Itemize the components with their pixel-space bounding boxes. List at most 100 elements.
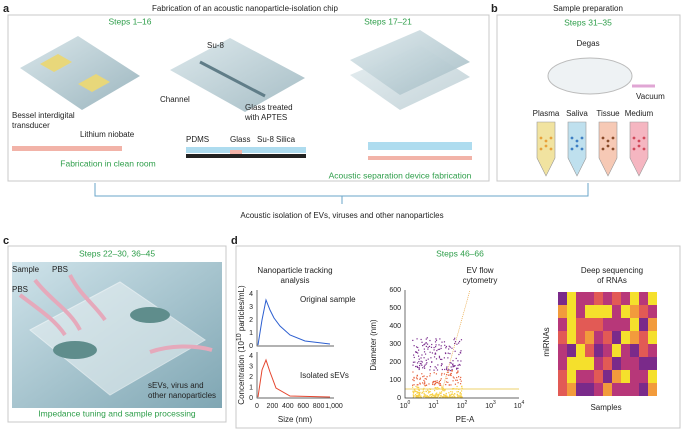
- dot: [424, 382, 426, 384]
- y-axis-label: miRNAs: [542, 327, 551, 356]
- heat-cell: [576, 344, 585, 357]
- dot: [459, 378, 461, 380]
- dot: [439, 358, 442, 360]
- particle: [606, 139, 610, 143]
- particle: [601, 136, 605, 140]
- dot: [450, 391, 452, 393]
- dot: [434, 380, 437, 382]
- dot: [459, 395, 461, 397]
- sample-label: Plasma: [533, 109, 560, 118]
- heat-cell: [567, 370, 576, 383]
- dot: [420, 338, 422, 341]
- dot: [424, 367, 426, 369]
- particle: [611, 136, 615, 140]
- heat-cell: [567, 292, 576, 305]
- dot: [460, 376, 462, 379]
- x-tick-label: 100: [400, 400, 411, 410]
- heat-cell: [576, 357, 585, 370]
- heat-cell: [594, 292, 603, 305]
- dot: [454, 337, 456, 339]
- dot: [430, 346, 433, 348]
- tube-group: [536, 121, 649, 177]
- heat-cell: [558, 344, 567, 357]
- dot: [420, 395, 422, 397]
- dot: [445, 384, 447, 386]
- label: transducer: [12, 121, 50, 130]
- dot: [417, 352, 419, 354]
- tick-exp: 4: [522, 400, 525, 406]
- dot: [456, 368, 458, 370]
- dot: [460, 394, 462, 396]
- dot: [455, 357, 457, 360]
- dot: [447, 370, 449, 372]
- nta-trace: [257, 298, 331, 346]
- heat-cell: [585, 357, 594, 370]
- steps: Steps 31–35: [564, 17, 612, 27]
- dot: [425, 345, 427, 348]
- dot: [421, 391, 424, 393]
- dot: [460, 350, 462, 352]
- y-tick-label: 3: [249, 363, 253, 370]
- dot: [438, 394, 440, 396]
- label: Channel: [160, 95, 190, 104]
- dot: [429, 388, 431, 390]
- dot: [420, 363, 422, 365]
- transducer: [130, 307, 170, 323]
- dot: [441, 372, 443, 375]
- dot: [437, 388, 439, 390]
- particle: [637, 139, 641, 143]
- heat-cell: [648, 344, 657, 357]
- dot: [418, 358, 420, 360]
- particle: [642, 136, 646, 140]
- scatter-cloud: [412, 337, 463, 399]
- dot: [449, 352, 451, 355]
- heat-cell: [612, 344, 621, 357]
- heat-cell: [558, 357, 567, 370]
- dot: [457, 395, 459, 397]
- dot: [436, 388, 438, 390]
- dot: [456, 388, 458, 390]
- dot: [448, 396, 450, 398]
- label: Glass treated: [245, 103, 293, 112]
- tick-base: 10: [400, 403, 408, 410]
- dot: [425, 396, 427, 399]
- dot: [451, 394, 453, 396]
- dot: [415, 346, 418, 348]
- heat-cell: [576, 318, 585, 331]
- dot: [444, 394, 446, 396]
- heat-cell: [621, 357, 630, 370]
- dot: [454, 383, 457, 385]
- heat-cell: [630, 292, 639, 305]
- dot: [436, 394, 439, 396]
- heat-cell: [630, 370, 639, 383]
- heat-cell: [567, 331, 576, 344]
- dot: [456, 372, 458, 374]
- dot: [425, 395, 427, 397]
- dot: [413, 379, 415, 382]
- tube: [629, 121, 649, 177]
- dot: [449, 362, 451, 364]
- dot: [438, 344, 440, 346]
- dot: [449, 346, 451, 348]
- dot: [437, 395, 440, 397]
- dot: [415, 377, 418, 379]
- dot: [458, 394, 460, 396]
- dot: [432, 394, 435, 396]
- dot: [429, 373, 431, 375]
- dot: [434, 394, 436, 396]
- dot: [423, 395, 425, 397]
- y-tick-label: 2: [249, 317, 253, 324]
- chip: [20, 36, 140, 110]
- dot: [414, 390, 416, 393]
- dot: [458, 353, 460, 356]
- dot: [418, 389, 421, 391]
- connector: [94, 183, 589, 204]
- dot: [412, 339, 414, 342]
- dot: [456, 393, 459, 395]
- dot: [412, 384, 414, 386]
- dot: [432, 383, 434, 386]
- dot: [421, 361, 423, 363]
- dot: [414, 361, 416, 363]
- dot: [419, 392, 421, 395]
- dot: [456, 343, 458, 345]
